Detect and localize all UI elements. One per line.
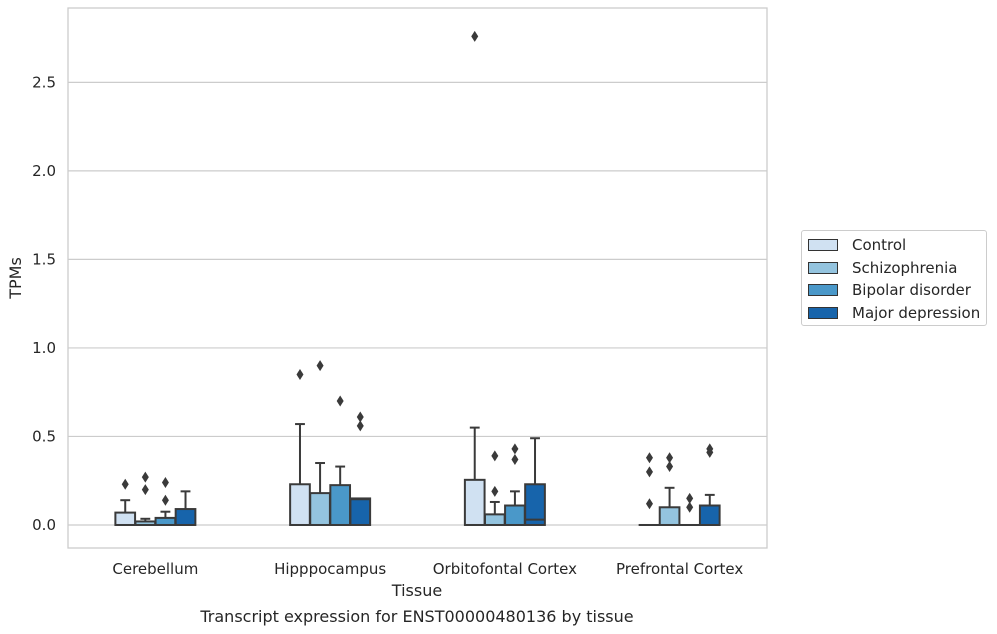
box — [309, 492, 331, 526]
outlier-point — [161, 494, 169, 506]
outlier-point — [141, 484, 149, 496]
box — [658, 506, 681, 526]
box-bipolar-disorder — [154, 476, 177, 526]
y-tick-label: 0.5 — [32, 427, 56, 445]
x-tick-label: Hipppocampus — [274, 560, 386, 578]
outlier-point — [686, 501, 694, 513]
outlier-point — [296, 368, 304, 380]
box-major-depression — [698, 443, 721, 526]
box-major-depression — [174, 490, 197, 526]
x-axis-label: Tissue — [391, 581, 442, 600]
legend-item-bipolar-disorder: Bipolar disorder — [808, 281, 971, 299]
outlier-point — [141, 471, 149, 483]
legend-swatch-major-depression — [808, 307, 838, 319]
y-tick-label: 2.0 — [32, 162, 56, 180]
outlier-point — [645, 452, 653, 464]
plot-frame — [67, 7, 768, 549]
outlier-point — [491, 450, 499, 462]
outlier-point — [511, 453, 519, 465]
box-schizophrenia — [134, 471, 157, 526]
box-major-depression — [349, 411, 372, 526]
box — [504, 504, 526, 526]
outlier-point — [161, 476, 169, 488]
legend-item-control: Control — [808, 236, 906, 254]
box-control — [289, 368, 311, 526]
outlier-point — [686, 492, 694, 504]
box-bipolar-disorder — [678, 492, 701, 526]
box — [463, 478, 486, 526]
y-axis-label: TPMs — [6, 257, 25, 300]
x-tick-label: Prefrontal Cortex — [616, 560, 743, 578]
box-schizophrenia — [658, 452, 681, 526]
box — [329, 484, 352, 526]
grid-lines — [68, 81, 767, 526]
y-tick-label: 1.5 — [32, 250, 56, 268]
outlier-point — [336, 395, 344, 407]
box-control — [463, 30, 486, 526]
legend-swatch-bipolar-disorder — [808, 284, 838, 296]
x-tick-labels: Cerebellum Hipppocampus Orbitofontal Corte… — [112, 560, 743, 578]
y-tick-labels: 0.0 0.5 1.0 1.5 2.0 2.5 — [32, 73, 56, 534]
box-major-depression — [524, 437, 546, 526]
legend-label-major-depression: Major depression — [852, 304, 981, 322]
y-tick-label: 1.0 — [32, 339, 56, 357]
legend-label-schizophrenia: Schizophrenia — [852, 259, 958, 277]
outlier-point — [511, 443, 519, 455]
outlier-point — [356, 420, 364, 432]
x-tick-label: Cerebellum — [112, 560, 198, 578]
outlier-point — [645, 466, 653, 478]
box — [524, 483, 546, 526]
outlier-point — [666, 461, 674, 473]
box — [698, 504, 721, 526]
box-schizophrenia — [309, 360, 331, 526]
box-control — [114, 478, 137, 526]
outlier-point — [471, 30, 479, 42]
x-tick-label: Orbitofontal Cortex — [433, 560, 577, 578]
legend-label-bipolar-disorder: Bipolar disorder — [852, 281, 971, 299]
chart-caption: Transcript expression for ENST0000048013… — [199, 607, 633, 626]
box-series — [114, 30, 721, 526]
y-tick-label: 0.0 — [32, 516, 56, 534]
outlier-point — [491, 485, 499, 497]
box-control — [638, 452, 661, 526]
legend-label-control: Control — [852, 236, 907, 254]
box — [154, 516, 177, 526]
legend: Control Schizophrenia Bipolar disorder M… — [801, 230, 987, 326]
outlier-point — [706, 443, 714, 455]
box — [114, 511, 137, 526]
legend-swatch-control — [808, 239, 838, 251]
box-schizophrenia — [483, 450, 506, 526]
outlier-point — [356, 411, 364, 423]
box — [289, 483, 311, 526]
legend-item-schizophrenia: Schizophrenia — [808, 259, 957, 277]
legend-swatch-schizophrenia — [808, 262, 838, 274]
outlier-point — [316, 360, 324, 372]
box-bipolar-disorder — [504, 443, 526, 526]
outlier-point — [645, 498, 653, 510]
box — [174, 508, 197, 526]
box — [483, 513, 506, 526]
legend-item-major-depression: Major depression — [808, 304, 980, 322]
y-tick-label: 2.5 — [32, 73, 56, 91]
outlier-point — [121, 478, 129, 490]
box — [349, 497, 372, 526]
box-bipolar-disorder — [329, 395, 352, 526]
outlier-point — [666, 452, 674, 464]
